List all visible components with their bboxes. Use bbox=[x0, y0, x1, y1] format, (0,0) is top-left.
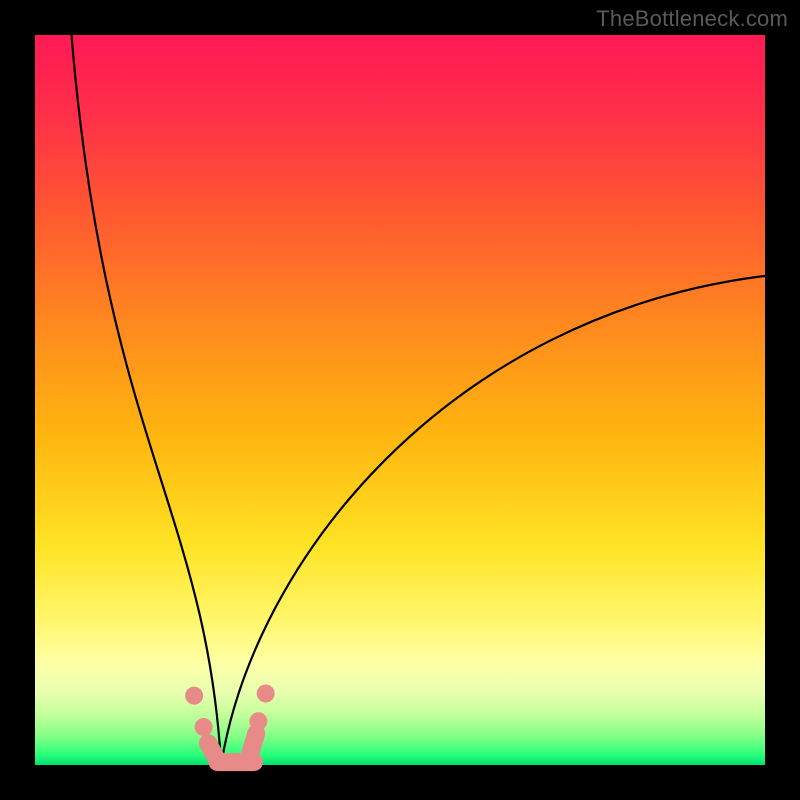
marker-dot bbox=[249, 712, 267, 730]
marker-dot bbox=[185, 687, 203, 705]
bottleneck-curve bbox=[72, 35, 766, 765]
chart-container: TheBottleneck.com bbox=[0, 0, 800, 800]
marker-segment bbox=[249, 734, 256, 758]
marker-dot bbox=[257, 684, 275, 702]
watermark-text: TheBottleneck.com bbox=[596, 6, 788, 32]
marker-dot bbox=[195, 718, 213, 736]
curve-overlay bbox=[0, 0, 800, 800]
